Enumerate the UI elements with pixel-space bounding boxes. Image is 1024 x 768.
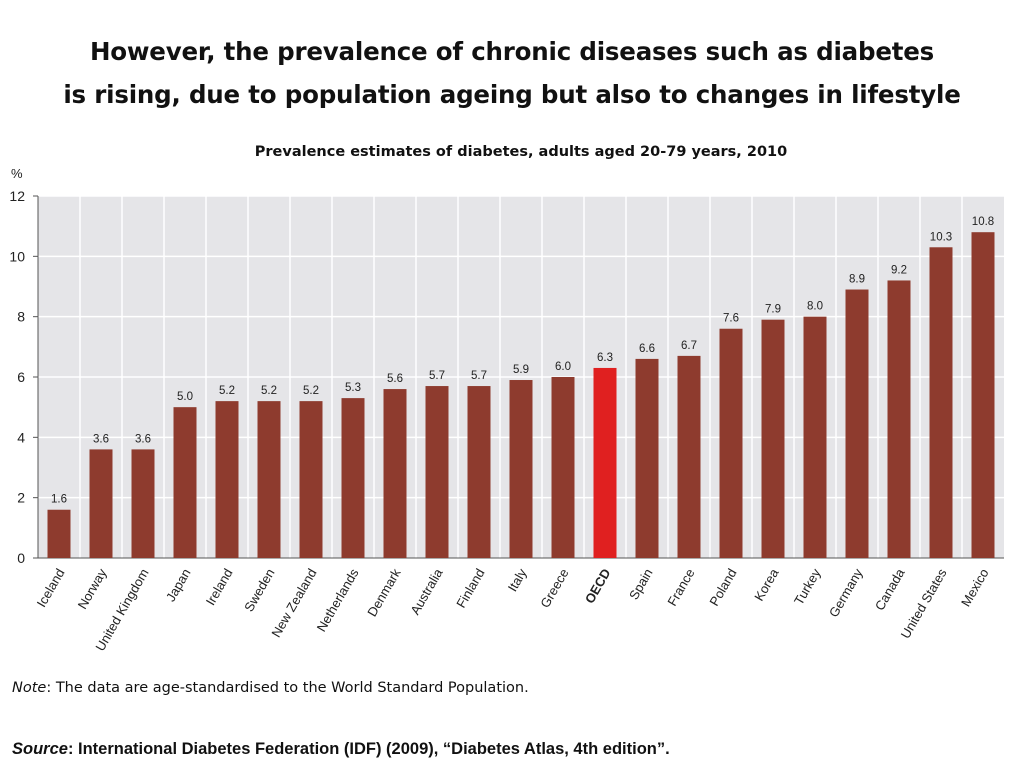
y-tick-label: 10 (9, 248, 25, 264)
bar-germany (845, 289, 869, 558)
x-category-label: Spain (626, 566, 656, 602)
bar-greece (551, 377, 575, 558)
bar-value-label: 5.7 (471, 370, 487, 382)
slide-title: However, the prevalence of chronic disea… (0, 30, 1024, 116)
bar-value-label: 10.8 (972, 216, 994, 228)
bar-united-states (929, 247, 953, 558)
bar-value-label: 6.3 (597, 352, 613, 364)
x-category-label: Turkey (791, 566, 824, 608)
bar-value-label: 5.3 (345, 382, 361, 394)
bar-sweden (257, 401, 281, 558)
bar-value-label: 5.2 (261, 385, 277, 397)
x-category-label: Japan (163, 566, 194, 604)
bar-value-label: 5.2 (303, 385, 319, 397)
bars: 1.6 3.6 3.6 5.0 5.2 5.2 5.2 5.3 5.6 5.7 5.7 5.9 6.0 6… (47, 216, 995, 558)
x-category-label: Norway (75, 566, 110, 612)
bar-united-kingdom (131, 449, 155, 558)
bar-italy (509, 380, 533, 558)
y-tick-label: 4 (17, 429, 25, 445)
bar-denmark (383, 389, 407, 558)
y-tick-label: 6 (17, 369, 25, 385)
bar-australia (425, 386, 449, 558)
bar-spain (635, 358, 659, 558)
x-category-label: New Zealand (268, 566, 319, 640)
x-category-label: Finland (453, 566, 487, 610)
bar-turkey (803, 316, 827, 558)
y-tick-label: 8 (17, 309, 25, 325)
bar-finland (467, 386, 491, 558)
x-category-label: Poland (706, 566, 739, 609)
x-category-label: Australia (407, 565, 446, 617)
x-category-label: Netherlands (314, 566, 362, 635)
grid-lines (38, 195, 1004, 558)
source: Source: International Diabetes Federatio… (12, 740, 670, 759)
bar-chart: 0 2 4 6 8 10 12% 1.6 3.6 3.6 5.0 5.2 5.2 5.2 5.3 5.6 5.… (9, 166, 1004, 654)
x-category-label: France (664, 566, 697, 609)
bar-value-label: 5.9 (513, 364, 529, 376)
bar-value-label: 5.0 (177, 391, 193, 403)
bar-value-label: 10.3 (930, 231, 952, 243)
bar-value-label: 3.6 (93, 433, 109, 445)
bar-value-label: 7.6 (723, 313, 739, 325)
bar-value-label: 1.6 (51, 494, 67, 506)
bar-france (677, 355, 701, 558)
x-category-label: Mexico (958, 566, 992, 609)
bar-poland (719, 328, 743, 558)
bar-korea (761, 319, 785, 558)
slide-title-line-1: However, the prevalence of chronic disea… (89, 37, 935, 66)
note: Note: The data are age-standardised to t… (12, 680, 529, 696)
x-category-label: Greece (537, 566, 571, 610)
slide-title-line-2: is rising, due to population ageing but … (63, 80, 961, 109)
y-tick-label: 2 (17, 490, 25, 506)
x-category-label: Iceland (34, 566, 68, 610)
x-category-label: OECD (582, 566, 614, 606)
x-category-label: Korea (751, 565, 782, 603)
bar-value-label: 3.6 (135, 433, 151, 445)
x-category-label: Italy (505, 566, 530, 595)
bar-value-label: 5.7 (429, 370, 445, 382)
bar-value-label: 8.0 (807, 301, 823, 313)
bar-norway (89, 449, 113, 558)
bar-value-label: 8.9 (849, 274, 865, 286)
x-category-label: Ireland (203, 566, 236, 608)
bar-new-zealand (299, 401, 323, 558)
bar-oecd (593, 367, 617, 558)
note-label: Note (12, 680, 47, 696)
bar-japan (173, 407, 197, 558)
bar-netherlands (341, 398, 365, 558)
bar-value-label: 9.2 (891, 264, 907, 276)
bar-ireland (215, 401, 239, 558)
x-category-label: Sweden (241, 566, 277, 614)
source-label: Source (12, 740, 68, 758)
y-axis-unit-label: % (11, 166, 23, 181)
bar-value-label: 6.0 (555, 361, 571, 373)
y-tick-label: 0 (17, 550, 25, 566)
bar-value-label: 5.2 (219, 385, 235, 397)
x-category-label: Denmark (364, 566, 404, 620)
bar-value-label: 6.7 (681, 340, 697, 352)
bar-value-label: 7.9 (765, 304, 781, 316)
bar-value-label: 5.6 (387, 373, 403, 385)
y-tick-label: 12 (9, 188, 25, 204)
x-category-label: Germany (826, 566, 866, 620)
chart-title: Prevalence estimates of diabetes, adults… (254, 144, 788, 160)
note-text: : The data are age-standardised to the W… (46, 680, 529, 696)
bar-mexico (971, 232, 995, 558)
x-category-label: Canada (872, 565, 908, 613)
bar-iceland (47, 509, 71, 558)
source-text: : International Diabetes Federation (IDF… (67, 740, 670, 758)
bar-canada (887, 280, 911, 558)
bar-value-label: 6.6 (639, 343, 655, 355)
